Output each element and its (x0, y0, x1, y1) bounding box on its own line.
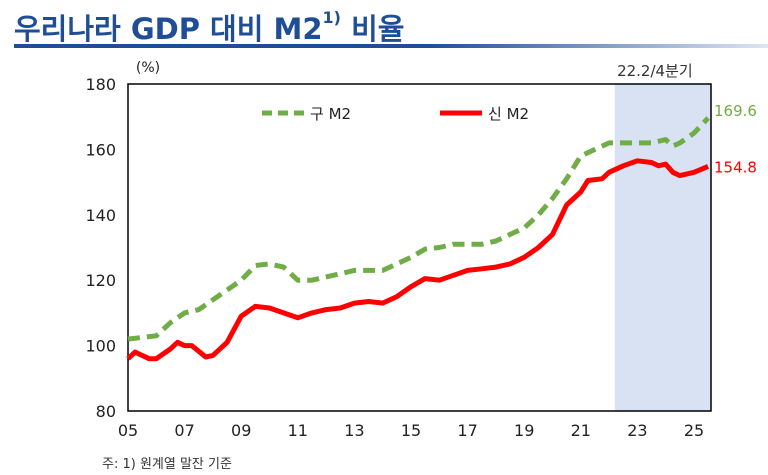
series-line-old-m2 (127, 116, 710, 342)
title-underline (14, 44, 768, 48)
y-tick-label: 80 (96, 402, 116, 421)
shaded-region-label: 22.2/4분기 (617, 62, 693, 80)
legend-label: 신 M2 (488, 105, 529, 123)
x-tick-label: 11 (288, 421, 308, 440)
y-axis-unit: (%) (136, 60, 160, 76)
x-tick-label: 19 (514, 421, 534, 440)
y-tick-label: 100 (85, 337, 116, 356)
x-tick-label: 15 (401, 421, 421, 440)
x-tick-label: 23 (627, 421, 647, 440)
x-tick-label: 05 (118, 421, 138, 440)
x-tick-label: 07 (174, 421, 194, 440)
series-line-new-m2 (126, 158, 710, 362)
y-tick-label: 120 (85, 271, 116, 290)
x-tick-label: 21 (571, 421, 591, 440)
x-tick-label: 17 (457, 421, 477, 440)
x-tick-label: 13 (344, 421, 364, 440)
footnote: 주: 1) 원계열 말잔 기준 (102, 457, 232, 472)
title-suffix: 비율 (341, 12, 405, 46)
x-tick-label: 25 (684, 421, 704, 440)
plot-frame (127, 83, 712, 412)
y-tick-label: 160 (85, 140, 116, 159)
y-tick-label: 180 (85, 75, 116, 94)
legend-label: 구 M2 (310, 105, 351, 123)
y-tick-label: 140 (85, 206, 116, 225)
end-value-label: 169.6 (714, 102, 757, 120)
title-footnote-mark: 1) (322, 8, 341, 27)
x-tick-label: 09 (231, 421, 251, 440)
page-title: 우리나라 GDP 대비 M21) 비율 (14, 6, 404, 48)
end-value-label: 154.8 (714, 158, 757, 176)
title-text: 우리나라 GDP 대비 M2 (14, 12, 323, 46)
